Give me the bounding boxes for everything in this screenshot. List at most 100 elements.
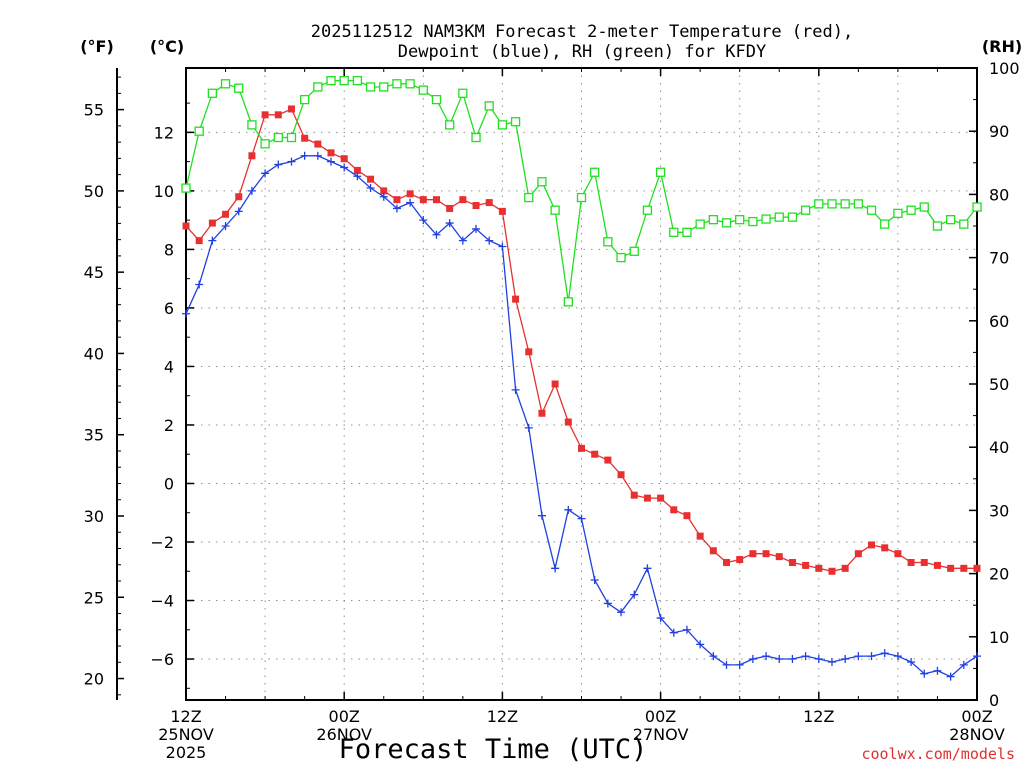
- data-point: [616, 252, 626, 263]
- data-point: [617, 608, 626, 617]
- data-point: [683, 512, 691, 520]
- data-point: [432, 230, 441, 239]
- data-point: [827, 657, 836, 666]
- data-point: [221, 222, 230, 230]
- data-point: [840, 199, 850, 209]
- data-point: [854, 550, 862, 558]
- data-point: [392, 79, 402, 89]
- data-point: [340, 163, 349, 172]
- data-point: [708, 215, 718, 225]
- data-point: [576, 192, 587, 203]
- data-point: [723, 558, 731, 566]
- data-point: [472, 224, 481, 233]
- data-point: [736, 556, 744, 564]
- data-point: [485, 236, 494, 245]
- data-point: [578, 444, 585, 452]
- fahrenheit-tick-label: 55: [84, 101, 104, 120]
- data-point: [446, 204, 454, 212]
- x-axis-label: Forecast Time (UTC): [339, 734, 648, 765]
- celsius-tick-label: 6: [164, 299, 174, 318]
- data-point: [800, 205, 811, 215]
- data-point: [195, 280, 204, 289]
- rh-unit-label: (RH): [982, 37, 1022, 56]
- data-point: [603, 237, 613, 247]
- data-point: [946, 672, 955, 681]
- data-point: [748, 655, 757, 664]
- data-point: [181, 183, 191, 193]
- chart-title-line2: Dewpoint (blue), RH (green) for KFDY: [398, 42, 766, 62]
- data-point: [287, 157, 296, 166]
- data-point: [379, 192, 388, 201]
- fahrenheit-unit-label: (°F): [80, 37, 114, 56]
- time-tick-label-hour: 12Z: [170, 707, 201, 726]
- data-point: [590, 167, 600, 177]
- data-point: [894, 550, 902, 558]
- data-point: [947, 564, 955, 572]
- data-point: [235, 193, 243, 201]
- rh-tick-label: 70: [989, 249, 1009, 268]
- data-point: [327, 149, 335, 157]
- data-point: [353, 166, 361, 174]
- data-point: [642, 205, 653, 215]
- axis-ticks: 2025303540455055−6−4−2024681012010203040…: [84, 59, 1020, 762]
- data-point: [629, 246, 639, 256]
- data-point: [511, 385, 520, 394]
- data-point: [841, 564, 849, 572]
- data-point: [234, 83, 244, 93]
- data-point: [327, 157, 336, 166]
- data-point: [524, 192, 534, 203]
- celsius-tick-label: 4: [164, 357, 174, 376]
- fahrenheit-tick-label: 30: [84, 507, 104, 526]
- celsius-tick-label: 10: [154, 182, 174, 201]
- data-point: [484, 101, 494, 111]
- data-point: [537, 177, 547, 187]
- chart-title-line1: 2025112512 NAM3KM Forecast 2-meter Tempe…: [311, 22, 853, 42]
- data-point: [379, 82, 389, 92]
- data-point: [919, 202, 929, 212]
- data-point: [247, 120, 257, 130]
- data-point: [550, 205, 560, 215]
- data-point: [748, 216, 758, 227]
- data-point: [722, 660, 731, 669]
- data-point: [920, 669, 929, 678]
- data-point: [195, 237, 203, 245]
- rh-tick-label: 0: [989, 691, 999, 710]
- data-point: [788, 655, 797, 664]
- series-relative-humidity: [181, 75, 982, 307]
- fahrenheit-tick-label: 40: [84, 344, 104, 363]
- data-point: [380, 187, 388, 195]
- data-point: [617, 471, 625, 479]
- data-point: [261, 169, 270, 178]
- data-point: [248, 152, 256, 160]
- series-dewpoint: [182, 151, 981, 681]
- data-point: [564, 418, 572, 426]
- data-point: [366, 183, 375, 192]
- data-point: [287, 105, 295, 113]
- data-point: [604, 456, 612, 464]
- data-point: [761, 214, 771, 224]
- axes: [116, 67, 978, 701]
- data-point: [682, 227, 692, 237]
- data-point: [682, 625, 691, 634]
- data-point: [260, 139, 270, 149]
- data-point: [524, 423, 533, 432]
- data-point: [933, 561, 941, 569]
- time-tick-label-date: 25NOV: [158, 725, 214, 744]
- data-point: [419, 196, 427, 204]
- data-point: [907, 558, 915, 566]
- data-point: [418, 85, 428, 95]
- data-point: [893, 652, 902, 661]
- celsius-tick-label: −4: [150, 592, 174, 611]
- data-point: [577, 514, 586, 523]
- data-point: [696, 532, 704, 540]
- data-point: [419, 216, 428, 225]
- data-point: [669, 628, 678, 637]
- data-point: [234, 207, 243, 216]
- data-point: [431, 94, 442, 105]
- data-point: [603, 599, 612, 608]
- data-point: [485, 199, 493, 207]
- data-point: [274, 160, 283, 169]
- data-point: [353, 172, 362, 181]
- data-point: [814, 199, 824, 209]
- data-point: [814, 655, 823, 664]
